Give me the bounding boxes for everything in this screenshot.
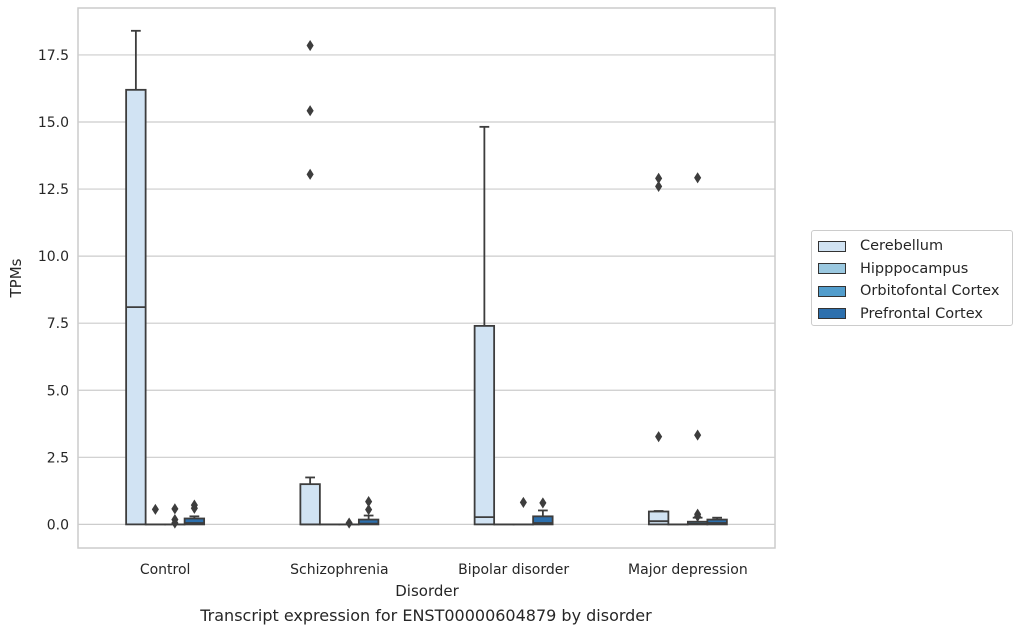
x-tick-label: Major depression bbox=[628, 562, 748, 578]
legend-label: Prefrontal Cortex bbox=[860, 305, 983, 322]
y-tick-label: 17.5 bbox=[38, 48, 69, 64]
legend-item: Hipppocampus bbox=[818, 258, 1012, 281]
outlier-point bbox=[345, 517, 353, 529]
outlier-point bbox=[306, 39, 314, 52]
legend-item: Orbitofontal Cortex bbox=[818, 280, 1012, 303]
legend-label: Cerebellum bbox=[860, 238, 944, 255]
box-plot bbox=[357, 496, 380, 526]
gridlines bbox=[78, 54, 775, 525]
box-plot bbox=[706, 516, 728, 526]
legend-swatch bbox=[818, 285, 846, 297]
y-axis-title: TPMs bbox=[7, 258, 25, 298]
box-plot bbox=[686, 172, 709, 526]
y-tick-label: 12.5 bbox=[38, 182, 69, 198]
box-plot bbox=[473, 125, 496, 526]
outlier-point bbox=[190, 502, 198, 514]
outlier-point bbox=[539, 497, 547, 509]
box-plot bbox=[144, 503, 167, 526]
legend-label: Orbitofontal Cortex bbox=[860, 283, 1000, 300]
figure-caption: Transcript expression for ENST0000060487… bbox=[200, 606, 652, 625]
y-tick-label: 15.0 bbox=[38, 115, 69, 131]
x-tick-label: Control bbox=[140, 562, 191, 578]
outlier-point bbox=[655, 431, 663, 443]
outlier-point bbox=[171, 517, 179, 529]
chart-legend: Cerebellum Hipppocampus Orbitofontal Corte… bbox=[811, 230, 1013, 326]
box-plots bbox=[125, 29, 728, 529]
outlier-point bbox=[151, 503, 159, 515]
plot-border bbox=[77, 7, 776, 549]
box bbox=[183, 517, 206, 526]
box bbox=[532, 515, 554, 526]
box bbox=[299, 483, 321, 526]
y-tick-label: 5.0 bbox=[47, 383, 69, 399]
x-axis-title: Disorder bbox=[395, 582, 459, 600]
legend-label: Hipppocampus bbox=[860, 260, 969, 277]
outlier-point bbox=[655, 180, 663, 192]
box-plot bbox=[532, 497, 554, 526]
box bbox=[473, 324, 496, 526]
box-plot bbox=[299, 39, 321, 526]
plot-frame bbox=[77, 7, 776, 549]
outlier-point bbox=[306, 105, 314, 117]
box bbox=[706, 518, 728, 526]
box-plot bbox=[512, 496, 535, 526]
legend-swatch bbox=[818, 240, 846, 252]
x-tick-label: Schizophrenia bbox=[290, 562, 388, 578]
y-tick-label: 10.0 bbox=[38, 249, 69, 265]
box-plot bbox=[125, 29, 147, 526]
box-plot bbox=[647, 172, 670, 526]
outlier-point bbox=[171, 503, 179, 515]
legend-swatch bbox=[818, 263, 846, 275]
outlier-point bbox=[694, 429, 702, 441]
legend-item: Cerebellum bbox=[818, 235, 1012, 258]
y-tick-label: 2.5 bbox=[47, 450, 69, 466]
outlier-point bbox=[694, 510, 702, 522]
y-tick-label: 7.5 bbox=[47, 316, 69, 332]
box-plot bbox=[338, 517, 360, 529]
box bbox=[647, 510, 670, 526]
outlier-point bbox=[694, 172, 702, 184]
legend-swatch bbox=[818, 308, 846, 320]
legend-item: Prefrontal Cortex bbox=[818, 303, 1012, 326]
x-tick-label: Bipolar disorder bbox=[458, 562, 569, 578]
tick-labels: 0.0 2.5 5.0 7.5 10.0 12.5 15.0 17.5 Control Schiz… bbox=[38, 48, 748, 578]
box-plot bbox=[183, 499, 206, 526]
outlier-point bbox=[519, 496, 527, 508]
outlier-point bbox=[306, 168, 314, 180]
outlier-point bbox=[365, 504, 373, 516]
box-plot bbox=[164, 503, 186, 529]
y-tick-label: 0.0 bbox=[47, 517, 69, 533]
